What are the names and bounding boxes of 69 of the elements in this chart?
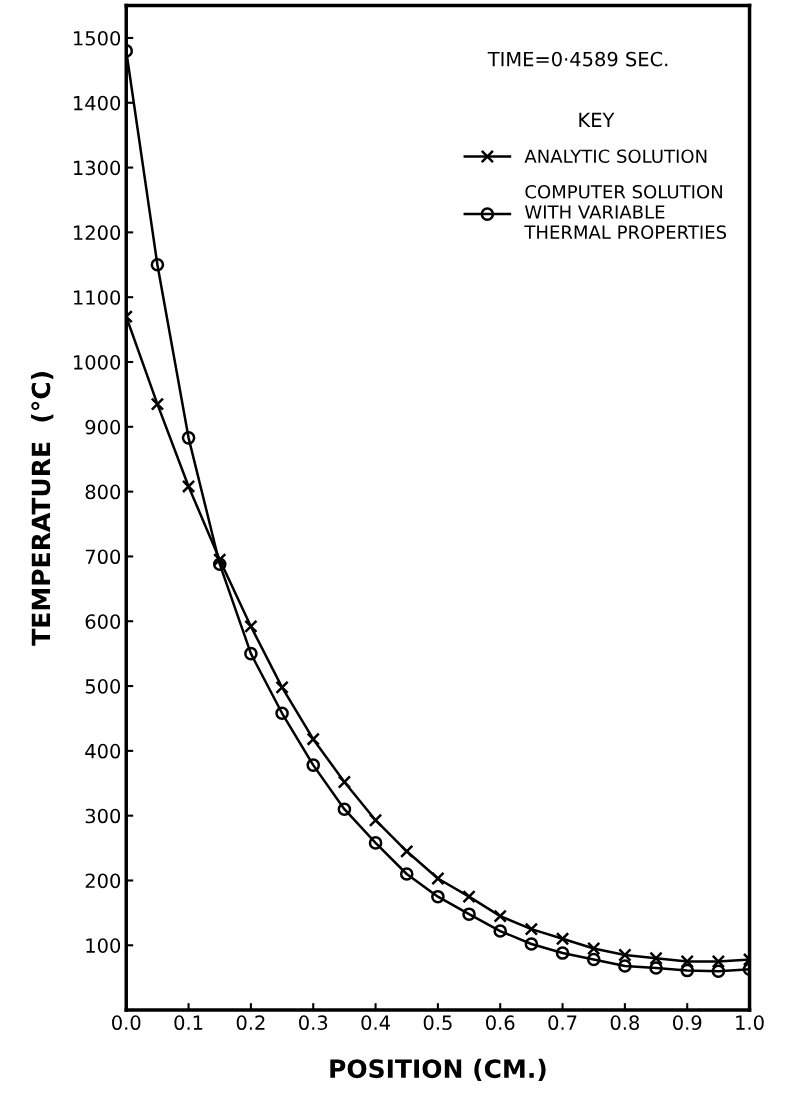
point [711,964,726,979]
x-tick-label: 0.8 [610,1015,640,1031]
y-tick-label: 1200 [74,225,121,241]
point [431,871,445,886]
x-tick-label: 0.2 [236,1015,265,1031]
point [275,706,289,721]
point [649,951,663,966]
point [680,963,695,978]
x-tick-label: 0.6 [486,1015,515,1031]
x-axis-title: POSITION (CM.) [330,1058,546,1082]
point [493,909,508,923]
point [399,867,414,881]
point [493,924,508,938]
y-tick-label: 1500 [74,30,121,46]
point [181,431,196,445]
point [212,557,227,572]
y-tick-label: 1100 [74,290,121,305]
point [586,941,601,956]
y-tick-label: 900 [85,419,121,435]
y-tick-label: 800 [85,484,121,500]
point [150,397,165,411]
y-axis-title: TEMPERATURE (°C) [31,372,54,646]
x-tick-label: 1.0 [736,1015,764,1031]
point [618,959,632,973]
point [462,907,476,921]
point [586,952,601,967]
point [618,948,632,962]
x-tick-label: 0.9 [673,1015,702,1031]
point [431,889,445,904]
y-tick-label: 100 [86,938,121,953]
y-tick-label: 700 [85,549,121,565]
point [399,844,414,859]
x-tick-label: 0.7 [548,1015,577,1031]
point [150,257,165,272]
point [649,961,663,975]
y-tick-label: 1400 [74,95,121,111]
y-tick-label: 300 [85,808,121,824]
point [368,813,383,828]
legend-label: ANALYTIC SOLUTION [524,149,707,164]
point [524,937,539,951]
point [337,775,352,789]
point [306,732,321,746]
point [555,932,570,946]
x-tick-label: 0.0 [112,1015,141,1031]
y-tick-label: 200 [85,873,121,889]
point [462,889,476,904]
point [181,479,196,494]
y-tick-label: 500 [85,679,121,694]
y-tick-label: 1000 [74,354,121,370]
legend-label: COMPUTER SOLUTION WITH VARIABLE THERMAL PROPERTIES [524,184,727,240]
x-tick-label: 0.3 [299,1015,328,1031]
point [244,619,258,634]
y-tick-label: 600 [85,614,121,629]
point [555,946,570,960]
point [680,954,695,969]
point [275,680,289,695]
x-tick-label: 0.1 [174,1015,203,1031]
point [711,954,726,969]
point [244,646,258,661]
point [337,802,352,816]
point [368,836,383,850]
legend-title: KEY [579,112,615,127]
annotation: TIME=0·4589 SEC. [487,51,668,67]
x-tick-label: 0.4 [361,1015,390,1031]
y-tick-label: 1300 [74,160,121,176]
x-tick-label: 0.5 [423,1015,452,1031]
point [524,922,539,936]
y-tick-label: 400 [85,743,121,759]
point [306,758,321,772]
